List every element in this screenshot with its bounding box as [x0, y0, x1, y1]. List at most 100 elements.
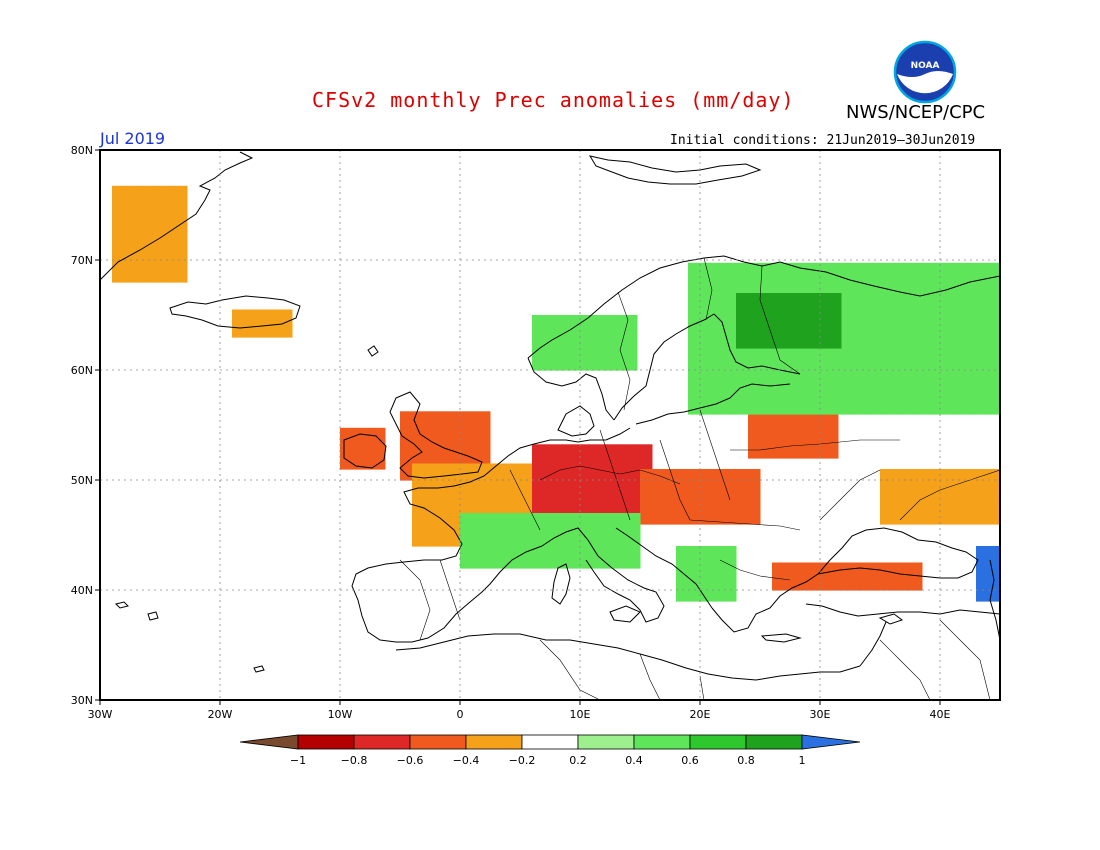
anomaly-cell	[172, 227, 188, 242]
colorbar-label: −0.8	[341, 754, 368, 767]
anomaly-cell	[592, 356, 608, 371]
anomaly-cell	[808, 276, 824, 291]
anomaly-cell	[535, 526, 551, 542]
anomaly-cell	[112, 185, 128, 201]
anomaly-cell	[532, 444, 548, 459]
anomaly-cell	[547, 485, 563, 500]
anomaly-cell	[763, 444, 779, 459]
initial-conditions-label: Initial conditions: 21Jun2019–30Jun2019	[670, 133, 976, 148]
anomaly-cell	[988, 290, 1000, 305]
anomaly-cell	[247, 323, 263, 338]
anomaly-cell	[823, 359, 839, 374]
anomaly-cell	[415, 425, 431, 440]
anomaly-cell	[592, 444, 608, 459]
anomaly-cell	[670, 496, 686, 511]
anomaly-cell	[622, 499, 638, 514]
anomaly-cell	[691, 587, 707, 602]
anomaly-cell	[412, 463, 428, 478]
anomaly-cell	[895, 469, 911, 484]
anomaly-cell	[505, 540, 521, 555]
anomaly-cell	[370, 441, 386, 456]
lon-tick-label: 30W	[88, 708, 113, 721]
anomaly-cell	[442, 504, 458, 520]
anomaly-cell	[880, 496, 896, 511]
anomaly-cell	[736, 320, 752, 335]
anomaly-cell	[943, 331, 959, 346]
anomaly-cell	[592, 499, 608, 514]
great-britain-coast	[389, 391, 483, 479]
anomaly-cell	[355, 441, 371, 456]
anomaly-cell	[622, 444, 638, 459]
anomaly-cell	[853, 331, 869, 346]
anomaly-cell	[442, 477, 458, 492]
anomaly-cell	[928, 317, 944, 333]
denmark-coast	[557, 405, 595, 437]
anomaly-cell	[157, 254, 173, 269]
anomaly-cell	[826, 306, 842, 322]
anomaly-cell	[781, 334, 797, 349]
anomaly-cell	[973, 386, 989, 401]
anomaly-cell	[475, 425, 491, 440]
anomaly-cell	[940, 469, 956, 484]
anomaly-cell	[763, 372, 779, 388]
anomaly-cell	[898, 317, 914, 333]
anomaly-cell	[976, 559, 992, 575]
colorbar-arrow-right	[801, 734, 861, 750]
colorbar-label: 1	[799, 754, 806, 767]
anomaly-cell	[898, 386, 914, 401]
anomaly-cell	[763, 400, 779, 415]
anomaly-cell	[730, 510, 746, 525]
anomaly-cell	[766, 320, 782, 335]
anomaly-cell	[883, 400, 899, 415]
anomaly-cell	[475, 452, 491, 467]
anomaly-cell	[862, 562, 878, 577]
colorbar-swatch	[297, 734, 355, 750]
anomaly-cell	[748, 400, 764, 415]
anomaly-cell	[430, 411, 446, 426]
anomaly-cell	[748, 430, 764, 445]
anomaly-cell	[868, 359, 884, 374]
anomaly-cell	[838, 290, 854, 305]
anomaly-cell	[706, 546, 722, 561]
anomaly-cell	[532, 485, 548, 500]
anomaly-cell	[442, 532, 458, 547]
anomaly-cell	[577, 356, 593, 371]
anomaly-cell	[517, 463, 533, 478]
lon-tick-label: 20W	[208, 708, 233, 721]
anomaly-cell	[157, 227, 173, 242]
anomaly-cell	[811, 306, 827, 322]
anomaly-cell	[862, 576, 878, 591]
anomaly-cell	[340, 441, 356, 456]
anomaly-cell	[670, 469, 686, 484]
anomaly-cell	[823, 444, 839, 459]
anomaly-cell	[853, 345, 869, 360]
anomaly-cell	[700, 510, 716, 525]
anomaly-cell	[928, 276, 944, 291]
borders	[399, 257, 1000, 700]
anomaly-cell	[487, 491, 503, 506]
anomaly-cell	[592, 471, 608, 487]
anomaly-cell	[400, 411, 416, 426]
anomaly-cell	[691, 559, 707, 575]
anomaly-cell	[610, 526, 626, 542]
anomaly-cell	[838, 317, 854, 333]
anomaly-cell	[532, 458, 548, 473]
anomaly-cell	[745, 510, 761, 525]
anomaly-cell	[793, 276, 809, 291]
anomaly-cell	[262, 323, 278, 338]
anomaly-cell	[415, 438, 431, 454]
anomaly-cell	[838, 386, 854, 401]
anomaly-cell	[688, 317, 704, 333]
anomaly-cell	[988, 331, 1000, 346]
anomaly-cell	[355, 427, 371, 443]
anomaly-cell	[490, 526, 506, 542]
anomaly-cell	[733, 400, 749, 415]
colorbar-swatch	[633, 734, 691, 750]
anomaly-cell	[766, 293, 782, 308]
anomaly-cell	[940, 510, 956, 525]
colorbar-label: 0.2	[569, 754, 587, 767]
anomaly-cell	[562, 499, 578, 514]
anomaly-cell	[793, 386, 809, 401]
anomaly-cell	[655, 510, 671, 525]
corsica-sardinia-coast	[551, 563, 571, 605]
